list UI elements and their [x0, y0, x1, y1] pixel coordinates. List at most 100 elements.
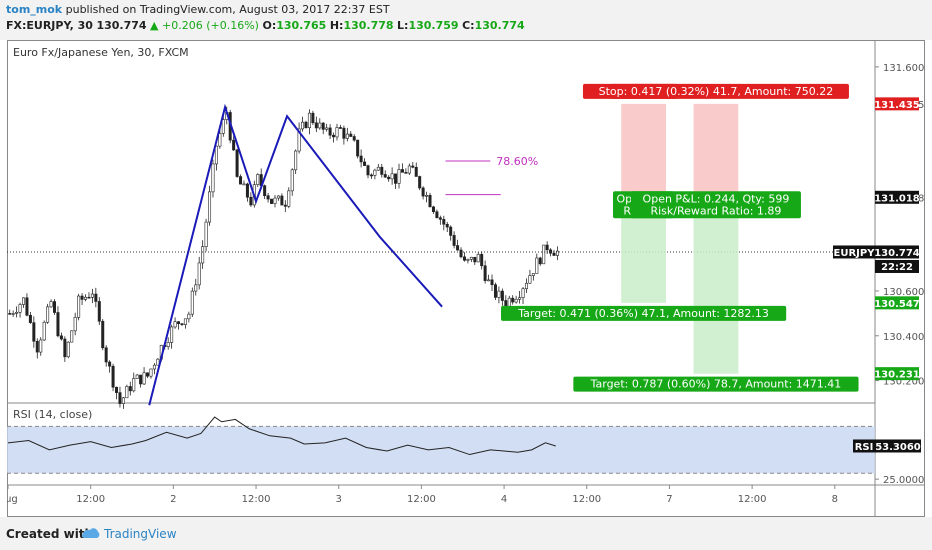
candle-body — [538, 257, 542, 265]
candle — [342, 125, 346, 145]
candle-body — [431, 206, 435, 213]
price-tag-text: 130.774 — [874, 248, 920, 259]
time-tick-label: Aug — [7, 494, 18, 505]
candle-body — [263, 185, 267, 197]
candle — [59, 332, 63, 341]
candle-body — [376, 166, 380, 171]
candle — [49, 299, 53, 308]
candle-body — [245, 183, 249, 198]
candle — [183, 318, 187, 329]
time-tag-text: 22:22 — [881, 262, 913, 273]
candle — [321, 122, 325, 135]
candle — [318, 118, 322, 130]
candle — [190, 287, 194, 318]
candle — [493, 282, 497, 301]
candle — [363, 158, 367, 166]
candle-body — [404, 172, 408, 174]
candle-body — [352, 136, 356, 141]
stop-label-text: Stop: 0.417 (0.32%) 41.7, Amount: 750.22 — [599, 85, 834, 98]
candle-body — [290, 169, 294, 192]
candle-body — [518, 297, 522, 300]
candle-body — [32, 322, 36, 342]
target-label: Target: 0.471 (0.36%) 47.1, Amount: 1282… — [501, 305, 787, 321]
time-tick-label: 2 — [170, 494, 176, 505]
author-name[interactable]: tom_mok — [6, 3, 63, 16]
stop-zone — [621, 103, 666, 198]
candle-body — [15, 312, 19, 314]
candle — [456, 239, 460, 251]
candle-body — [476, 254, 480, 263]
candle-body — [173, 321, 177, 328]
chart-frame[interactable]: Euro Fx/Japanese Yen, 30, FXCM 131.600 131… — [7, 40, 925, 517]
candle-body — [59, 335, 63, 340]
candle-body — [104, 347, 108, 363]
candle — [187, 311, 191, 323]
candle — [266, 193, 270, 203]
candle-body — [49, 301, 53, 308]
tradingview-brand[interactable]: TradingView — [104, 527, 177, 541]
candle-body — [459, 249, 463, 258]
candle — [87, 292, 91, 299]
candle-body — [56, 312, 60, 337]
candle — [170, 324, 174, 349]
low-label: L: — [397, 19, 409, 32]
candle — [235, 148, 239, 178]
candle-body — [414, 166, 418, 177]
candle — [462, 252, 466, 262]
candle — [115, 386, 119, 400]
candle-body — [366, 165, 370, 176]
candle-body — [35, 340, 39, 353]
candle-body — [183, 318, 187, 325]
candle-body — [239, 176, 243, 185]
candle-body — [146, 372, 150, 377]
candle-body — [318, 122, 322, 129]
candle-body — [111, 365, 115, 388]
price-tag-bg — [875, 97, 919, 111]
candle — [56, 306, 60, 338]
candle-body — [421, 187, 425, 197]
rsi-band — [7, 426, 875, 474]
candle-body — [449, 226, 453, 236]
candle — [314, 116, 318, 133]
price-tick-label: 131.600 — [883, 63, 924, 74]
candle — [552, 249, 556, 256]
candle — [276, 195, 280, 201]
candle-body — [524, 282, 528, 290]
candle — [204, 218, 208, 252]
candle-body — [442, 219, 446, 225]
candle — [297, 122, 301, 154]
candle-body — [256, 174, 260, 185]
candle-body — [528, 275, 532, 284]
candle — [101, 319, 105, 351]
candle — [8, 309, 12, 315]
low-value: 130.759 — [408, 19, 459, 32]
candle — [380, 163, 384, 178]
target-zone — [693, 197, 739, 374]
candle — [428, 192, 432, 208]
candle-body — [418, 176, 422, 189]
candle-body — [149, 368, 153, 377]
candle-body — [249, 196, 253, 206]
price-chart[interactable]: Euro Fx/Japanese Yen, 30, FXCM 131.600 131… — [7, 40, 925, 517]
target-label-text: Target: 0.471 (0.36%) 47.1, Amount: 1282… — [517, 307, 769, 320]
candle-body — [325, 127, 329, 130]
candle-body — [108, 361, 112, 367]
rsi-value-tag-bg — [875, 439, 921, 453]
candle-body — [483, 265, 487, 281]
stop-label: Stop: 0.417 (0.32%) 41.7, Amount: 750.22 — [582, 83, 849, 99]
candle — [524, 278, 528, 294]
candle-body — [84, 296, 88, 300]
candle — [459, 247, 463, 259]
candle-body — [356, 139, 360, 157]
candle — [22, 297, 26, 308]
candle-body — [25, 297, 29, 316]
candle — [211, 159, 215, 198]
candle-body — [11, 313, 15, 315]
candle-body — [487, 279, 491, 282]
candle — [538, 256, 542, 266]
candle-body — [242, 183, 246, 186]
candle-body — [266, 195, 270, 200]
candle-body — [531, 273, 535, 276]
candle-body — [349, 133, 353, 137]
candle-body — [452, 235, 456, 246]
